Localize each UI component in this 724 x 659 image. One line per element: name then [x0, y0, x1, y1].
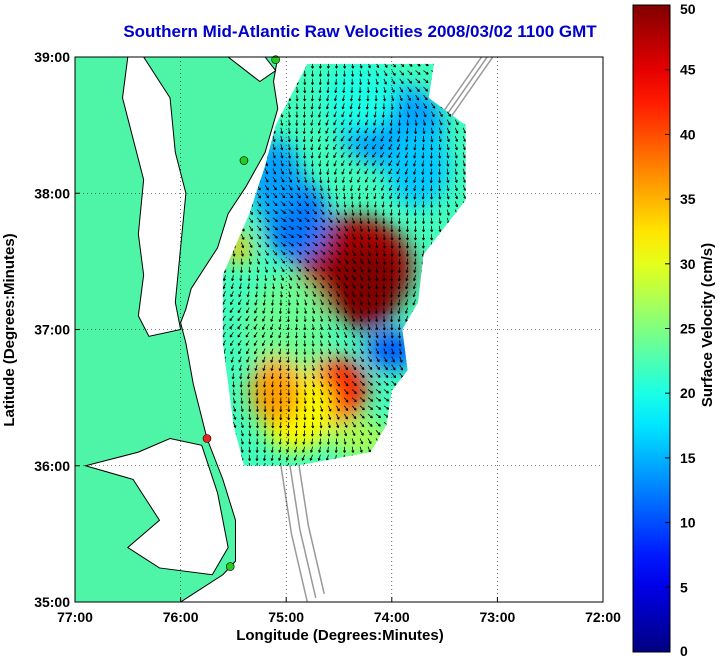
colorbar-tick-label: 0 [680, 643, 688, 659]
radar-sites [202, 55, 280, 571]
colorbar-tick-label: 25 [680, 321, 696, 337]
colorbar-tick-label: 40 [680, 126, 696, 142]
y-tick-label: 35:00 [34, 594, 70, 610]
grid-lines [75, 57, 603, 602]
x-tick-label: 72:00 [585, 609, 621, 625]
y-tick-label: 36:00 [34, 458, 70, 474]
y-axis-ticks: 35:00 36:00 37:00 38:00 39:00 [34, 49, 80, 610]
radar-site-marker [202, 434, 212, 443]
colorbar-tick-label: 45 [680, 62, 696, 78]
y-tick-label: 38:00 [34, 185, 70, 201]
y-tick-label: 37:00 [34, 322, 70, 338]
colorbar: 0 5 10 15 20 25 30 35 40 45 50 Surface Velocity (c… [632, 1, 716, 659]
colorbar-tick-label: 15 [680, 450, 696, 466]
velocity-arrow-set [222, 63, 466, 466]
colorbar-tick-label: 10 [680, 515, 696, 531]
velocity-arrows [222, 63, 466, 466]
colorbar-tick-label: 5 [680, 579, 688, 595]
x-axis-label: Longitude (Degrees:Minutes) [236, 627, 444, 644]
radar-site-marker [239, 156, 249, 165]
chesapeake-bay [122, 57, 187, 337]
chart-title: Southern Mid-Atlantic Raw Velocities 200… [123, 22, 597, 41]
delaware-bay [227, 57, 277, 83]
colorbar-ticks: 0 5 10 15 20 25 30 35 40 45 50 [665, 1, 696, 659]
radar-site-marker [225, 562, 235, 571]
x-tick-label: 73:00 [479, 609, 515, 625]
y-tick-label: 39:00 [34, 49, 70, 65]
x-tick-label: 76:00 [163, 609, 199, 625]
x-tick-label: 74:00 [374, 609, 410, 625]
radar-site-marker [271, 55, 280, 65]
colorbar-tick-label: 20 [680, 385, 696, 401]
colorbar-tick-label: 50 [680, 1, 696, 17]
y-axis-label: Latitude (Degrees:Minutes) [1, 233, 18, 426]
x-tick-label: 75:00 [268, 609, 304, 625]
colorbar-tick-label: 35 [680, 191, 696, 207]
colorbar-scale [632, 4, 671, 653]
x-axis-ticks: 77:00 76:00 75:00 74:00 73:00 72:00 [57, 597, 621, 625]
colorbar-label: Surface Velocity (cm/s) [699, 243, 716, 407]
colorbar-tick-label: 30 [680, 256, 696, 272]
x-tick-label: 77:00 [57, 609, 93, 625]
pamlico-sound [83, 437, 229, 576]
velocity-patch [386, 125, 450, 207]
